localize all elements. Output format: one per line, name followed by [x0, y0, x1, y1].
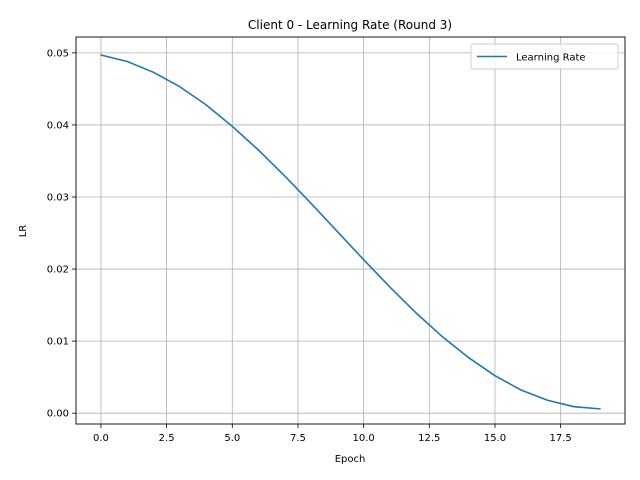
- x-tick-label: 0.0: [93, 433, 109, 444]
- y-axis-label: LR: [18, 225, 29, 238]
- y-tick-label: 0.02: [47, 265, 69, 276]
- x-axis-label: Epoch: [335, 454, 366, 465]
- y-tick-label: 0.00: [47, 409, 69, 420]
- x-tick-label: 17.5: [550, 433, 572, 444]
- x-tick-label: 12.5: [418, 433, 440, 444]
- legend: Learning Rate: [470, 43, 619, 70]
- legend-label: Learning Rate: [516, 53, 586, 64]
- x-axis: 0.0 2.5 5.0 7.5 10.0 12.5 15.0 17.5: [93, 424, 572, 444]
- y-axis: 0.00 0.01 0.02 0.03 0.04 0.05: [47, 48, 76, 420]
- legend-box: [470, 43, 619, 70]
- x-tick-label: 2.5: [159, 433, 175, 444]
- x-tick-label: 15.0: [484, 433, 506, 444]
- series-layer: [100, 54, 601, 410]
- series-line-learning-rate: [100, 54, 601, 410]
- x-tick-label: 5.0: [224, 433, 240, 444]
- plot-frame: [75, 36, 626, 425]
- y-tick-label: 0.05: [47, 48, 69, 59]
- chart-title: Client 0 - Learning Rate (Round 3): [248, 18, 452, 32]
- y-tick-label: 0.01: [47, 337, 69, 348]
- x-tick-label: 7.5: [290, 433, 306, 444]
- y-tick-label: 0.03: [47, 192, 69, 203]
- x-tick-label: 10.0: [353, 433, 375, 444]
- y-tick-label: 0.04: [47, 120, 69, 131]
